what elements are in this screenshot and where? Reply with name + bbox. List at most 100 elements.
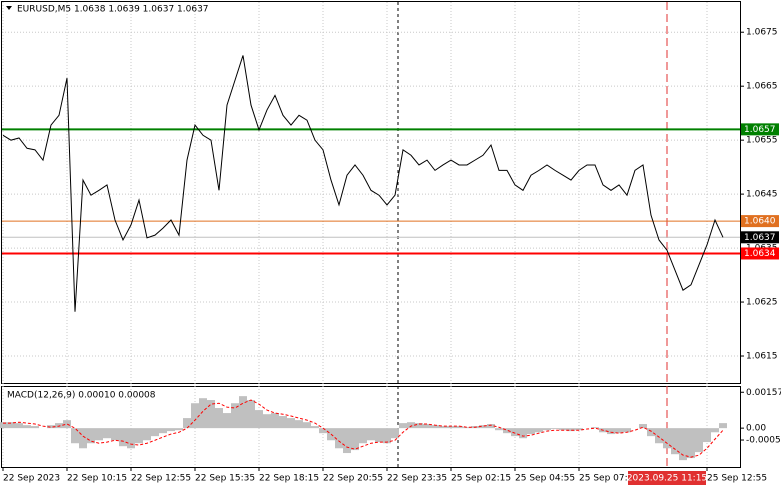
x-tick-label: 25 Sep 02:15	[451, 474, 511, 484]
x-tick-label: 22 Sep 18:15	[259, 474, 319, 484]
macd-bar	[647, 428, 655, 437]
x-tick-label: 22 Sep 20:55	[323, 474, 383, 484]
macd-bar	[551, 428, 559, 430]
level-label-box	[741, 215, 779, 228]
macd-bar	[423, 424, 431, 429]
macd-bar	[415, 423, 423, 429]
macd-bar	[455, 426, 463, 429]
level-label: 1.0657	[744, 125, 776, 135]
macd-bar	[503, 428, 511, 434]
macd-bar	[383, 428, 391, 444]
macd-bar	[687, 428, 695, 459]
macd-bar	[95, 428, 103, 441]
macd-bar	[535, 428, 543, 433]
x-tick-label: 22 Sep 10:15	[67, 474, 127, 484]
macd-bar	[63, 420, 71, 429]
macd-bar	[271, 413, 279, 429]
macd-bar	[575, 428, 583, 431]
y-tick-label: 1.0615	[746, 352, 778, 362]
x-tick-label: 25 Sep 12:55	[707, 474, 767, 484]
macd-bar	[431, 425, 439, 429]
macd-bar	[695, 428, 703, 453]
macd-bar	[231, 403, 239, 429]
macd-bar	[367, 428, 375, 441]
macd-bar	[319, 428, 327, 434]
y-tick-label: 0.00157	[746, 388, 781, 398]
macd-bar	[655, 428, 663, 444]
level-label: 1.0637	[744, 233, 776, 243]
macd-bar	[479, 425, 487, 429]
x-tick-label: 25 Sep 07:35	[579, 474, 639, 484]
level-label-box	[741, 231, 779, 244]
macd-bar	[487, 424, 495, 429]
annotation: 2023.09.25 11:15	[627, 474, 707, 484]
macd-bar	[671, 428, 679, 455]
macd-bar	[31, 426, 39, 429]
macd-bar	[527, 428, 535, 435]
macd-bar	[79, 428, 87, 449]
macd-bar	[143, 428, 151, 441]
macd-bar	[703, 428, 711, 443]
macd-bar	[223, 413, 231, 429]
macd-bar	[287, 418, 295, 429]
macd-bar	[591, 427, 599, 429]
macd-bar	[167, 428, 175, 432]
x-tick-label: 22 Sep 23:35	[387, 474, 447, 484]
macd-bar	[87, 428, 95, 444]
macd-bar	[511, 428, 519, 437]
plot	[0, 55, 740, 461]
macd-bar	[607, 428, 615, 435]
macd-bar	[679, 428, 687, 461]
macd-bar	[15, 423, 23, 429]
macd-bar	[623, 428, 631, 433]
macd-bar	[559, 428, 567, 431]
y-tick-label: 1.0675	[746, 28, 778, 38]
macd-bar	[239, 396, 247, 429]
macd-bar	[103, 428, 111, 439]
macd-bar	[439, 426, 447, 429]
grid	[2, 2, 740, 467]
macd-bar	[183, 418, 191, 429]
macd-bar	[71, 428, 79, 444]
annotation-box	[628, 471, 706, 485]
macd-bar	[311, 426, 319, 429]
macd-bar	[615, 428, 623, 434]
y-tick-label: 1.0665	[746, 82, 778, 92]
macd-bar	[135, 428, 143, 444]
macd-bar	[279, 416, 287, 429]
macd-bar	[215, 408, 223, 429]
price-pane-frame	[1, 1, 741, 384]
macd-bar	[263, 414, 271, 429]
macd-bar	[343, 428, 351, 454]
macd-bar	[255, 410, 263, 429]
signal-line	[3, 399, 724, 458]
level-label-box	[741, 123, 779, 136]
macd-bar	[519, 428, 527, 439]
macd-bar	[303, 422, 311, 429]
y-tick-label: 1.0625	[746, 298, 778, 308]
axis: 1.06751.06651.06551.06451.06351.06251.06…	[2, 28, 781, 485]
x-tick-label: 25 Sep 04:55	[515, 474, 575, 484]
macd-bar	[447, 426, 455, 429]
macd-bar	[463, 427, 471, 429]
macd-bar	[247, 400, 255, 429]
macd-bar	[295, 420, 303, 429]
macd-bar	[375, 428, 383, 443]
macd-bar	[207, 400, 215, 429]
macd-bar	[351, 428, 359, 451]
macd-bar	[191, 403, 199, 429]
chart-title: EURUSD,M5 1.0638 1.0639 1.0637 1.0637	[17, 5, 209, 15]
macd-bar	[543, 428, 551, 431]
price-line	[2, 55, 724, 312]
macd-bar	[335, 428, 343, 449]
macd-bar	[151, 428, 159, 437]
x-tick-label: 22 Sep 15:35	[195, 474, 255, 484]
title-arrow	[6, 6, 12, 10]
y-tick-label: 0.00	[746, 424, 766, 434]
macd-bar	[407, 422, 415, 429]
macd-bar	[199, 398, 207, 429]
macd-bar	[495, 428, 503, 431]
y-tick-label: 1.0645	[746, 190, 778, 200]
macd-bar	[119, 428, 127, 447]
